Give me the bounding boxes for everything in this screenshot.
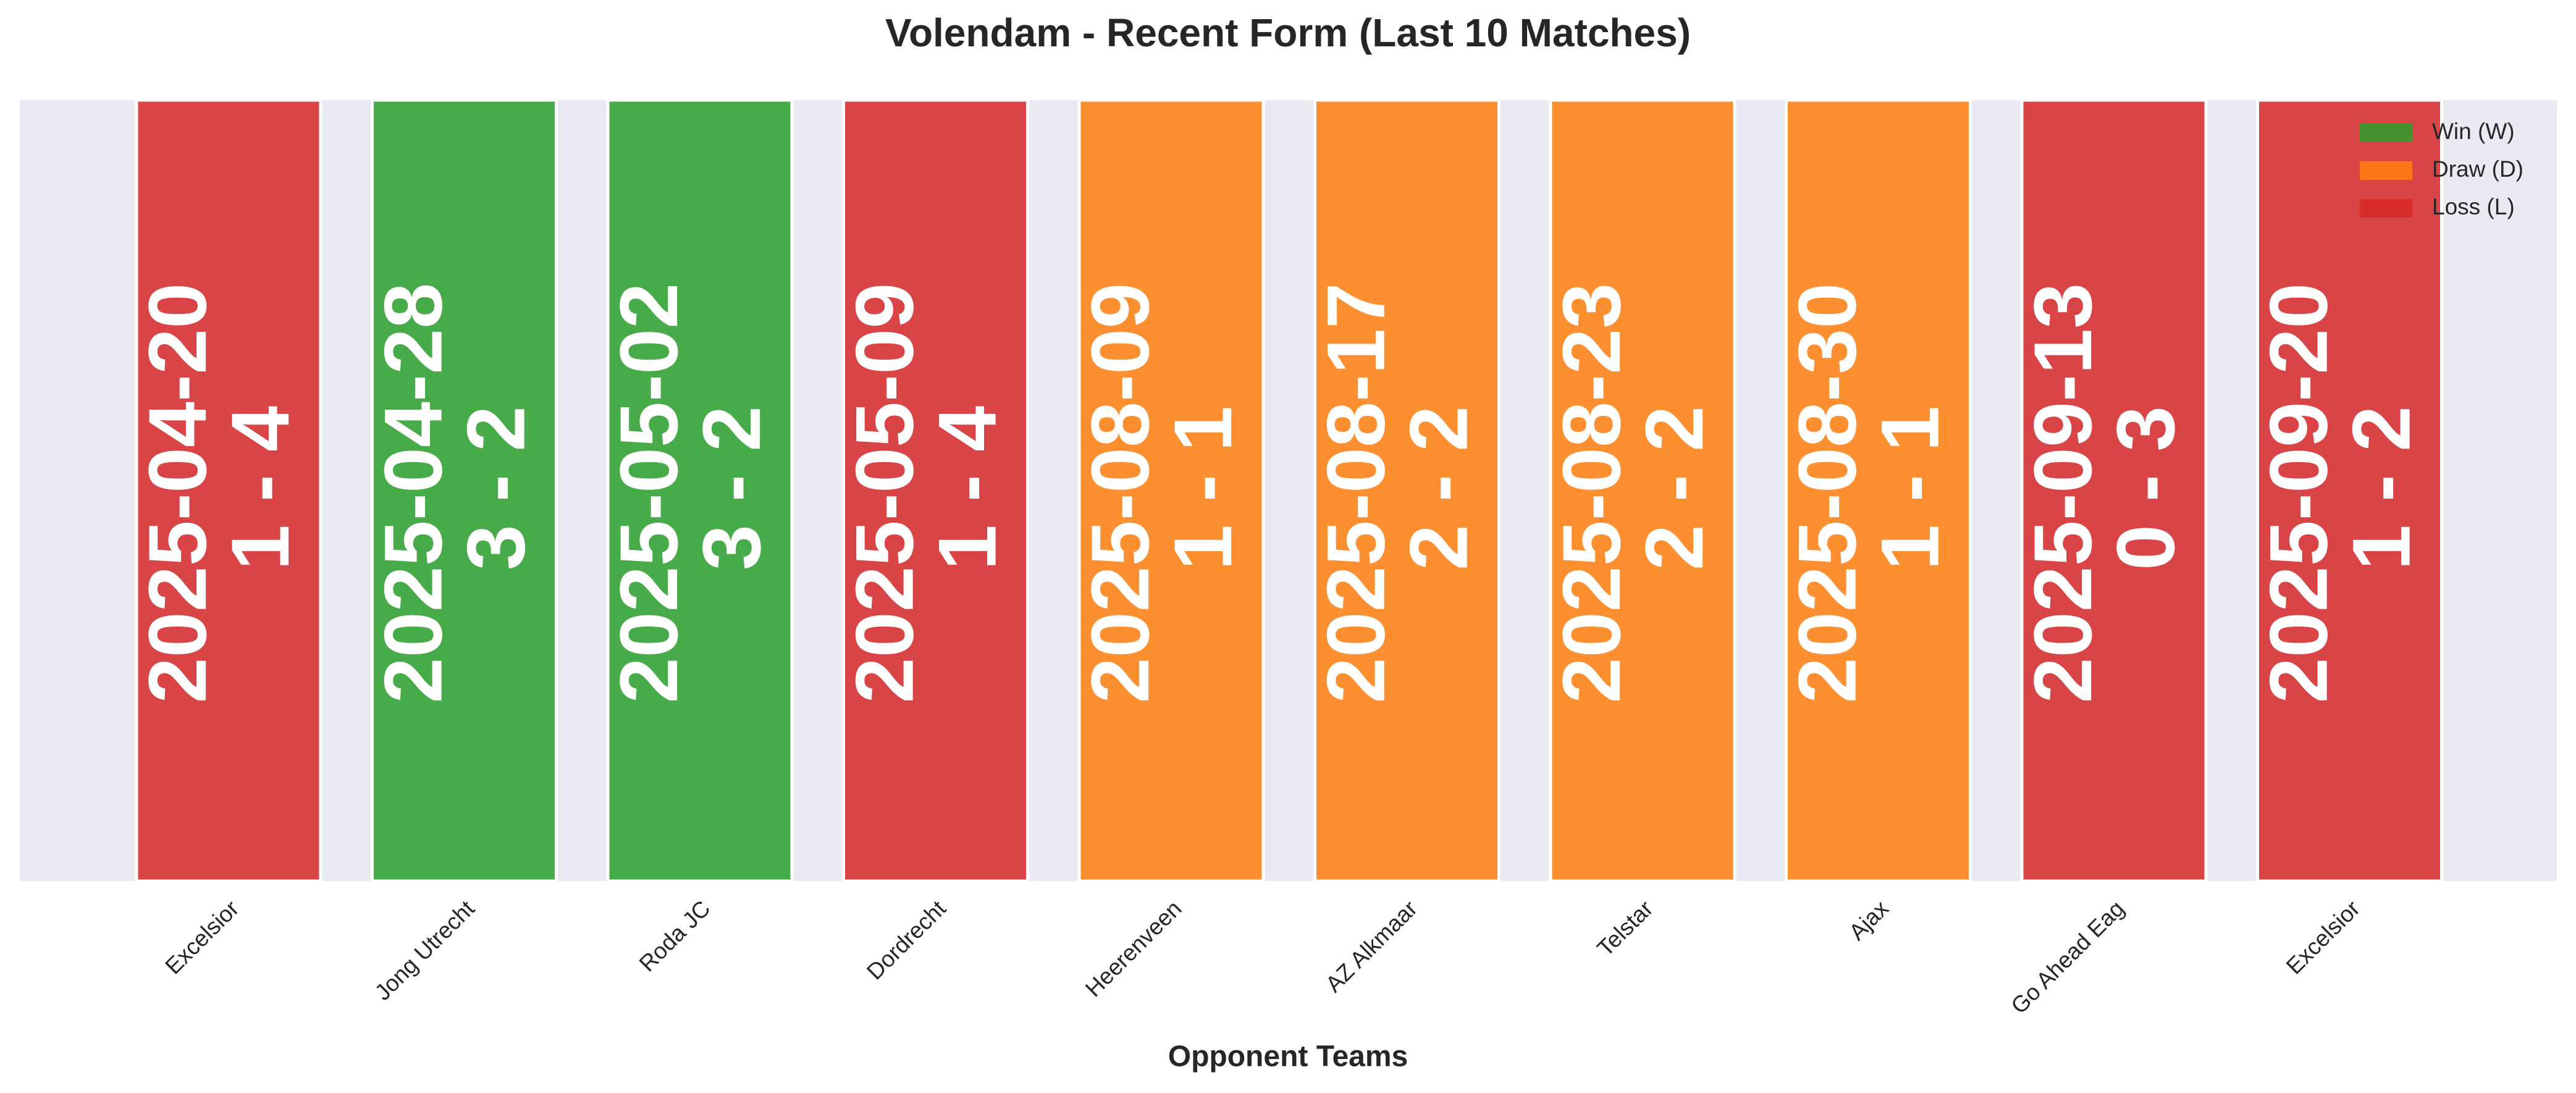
legend-swatch — [2360, 124, 2412, 142]
match-score: 3 - 2 — [451, 406, 542, 570]
x-tick-label: Roda JC — [634, 896, 715, 977]
legend-swatch — [2360, 199, 2412, 217]
result-bar — [135, 98, 322, 883]
match-score: 2 - 2 — [1629, 406, 1720, 570]
result-bar — [1785, 98, 1972, 883]
match-score: 1 - 1 — [1158, 406, 1249, 570]
match-date: 2025-04-20 — [132, 283, 224, 703]
x-tick-label: Ajax — [1844, 895, 1893, 945]
x-tick-label: AZ Alkmaar — [1321, 896, 1422, 997]
result-bar — [371, 98, 558, 883]
x-tick-label: Telstar — [1593, 896, 1658, 961]
match-score: 1 - 1 — [1865, 406, 1956, 570]
legend-label: Loss (L) — [2432, 194, 2515, 219]
result-bar — [842, 98, 1029, 883]
match-date: 2025-09-20 — [2254, 283, 2345, 703]
match-date: 2025-08-23 — [1546, 283, 1638, 703]
x-tick-label: Excelsior — [160, 896, 243, 979]
match-score: 0 - 3 — [2100, 406, 2192, 570]
legend-label: Draw (D) — [2432, 156, 2523, 182]
x-tick-label: Excelsior — [2281, 896, 2365, 979]
result-bar — [2256, 98, 2443, 883]
result-bar — [2020, 98, 2208, 883]
match-date: 2025-09-13 — [2018, 283, 2109, 703]
match-date: 2025-08-17 — [1311, 283, 1402, 703]
match-score: 1 - 2 — [2336, 406, 2428, 570]
result-bar — [1077, 98, 1265, 883]
legend-swatch — [2360, 161, 2412, 180]
legend-label: Win (W) — [2432, 119, 2515, 144]
match-date: 2025-08-30 — [1782, 283, 1874, 703]
chart-title: Volendam - Recent Form (Last 10 Matches) — [885, 11, 1691, 55]
match-score: 1 - 4 — [922, 406, 1014, 570]
x-axis-label: Opponent Teams — [1168, 1040, 1408, 1073]
x-tick-label: Dordrecht — [862, 895, 951, 984]
x-tick-label: Go Ahead Eag — [2006, 896, 2129, 1019]
match-date: 2025-05-02 — [604, 283, 695, 703]
match-date: 2025-04-28 — [368, 283, 460, 703]
match-score: 3 - 2 — [686, 406, 778, 570]
match-score: 1 - 4 — [215, 406, 306, 570]
x-tick-label: Jong Utrecht — [370, 895, 480, 1005]
result-bar — [1549, 98, 1736, 883]
match-date: 2025-08-09 — [1075, 283, 1166, 703]
result-bar — [606, 98, 794, 883]
result-bar — [1313, 98, 1501, 883]
x-tick-label: Heerenveen — [1080, 896, 1187, 1002]
match-date: 2025-05-09 — [840, 283, 931, 703]
match-score: 2 - 2 — [1394, 406, 1485, 570]
